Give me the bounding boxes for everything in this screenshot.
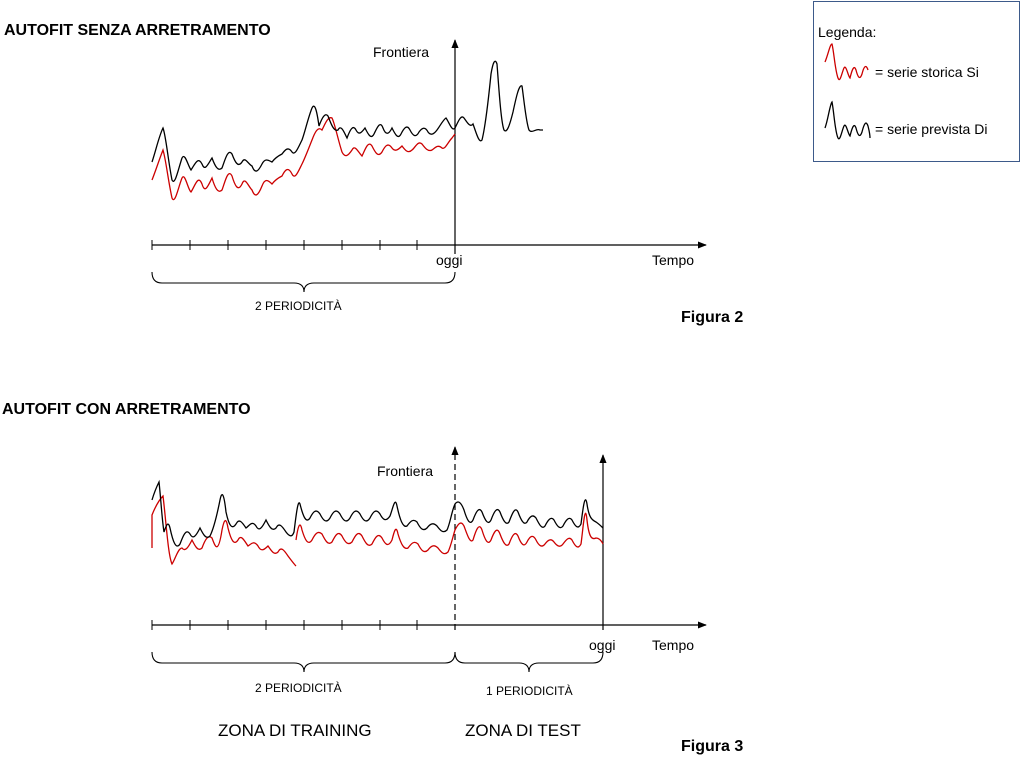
- figure2-graphic: [151, 39, 707, 293]
- figure2-today-label: oggi: [436, 252, 463, 268]
- legend-title: Legenda:: [818, 24, 877, 40]
- figure3-brace-training: [151, 651, 456, 673]
- legend-historical-sample: [824, 43, 869, 81]
- legend-forecast-label: = serie prevista Di: [875, 121, 988, 137]
- legend-samples: [824, 43, 871, 140]
- figure2-time-label: Tempo: [652, 252, 695, 268]
- zone-test-label: ZONA DI TEST: [465, 721, 581, 740]
- figure3-historical-series-training: [151, 494, 297, 567]
- legend-box: [813, 1, 1020, 162]
- legend-historical-label: = serie storica Si: [875, 64, 979, 80]
- figure3-forecast-series: [151, 479, 604, 547]
- figure2-ticks: [151, 240, 418, 250]
- figure2-heading: AUTOFIT SENZA ARRETRAMENTO: [4, 22, 271, 39]
- figure3-heading: AUTOFIT CON ARRETRAMENTO: [2, 401, 251, 418]
- figure3-brace-test-label: 1 PERIODICITÀ: [486, 684, 573, 698]
- figure3-graphic: [151, 446, 707, 673]
- legend-forecast-sample: [824, 100, 871, 140]
- figure2-caption: Figura 2: [681, 309, 744, 326]
- figure2-historical-series: [151, 117, 456, 201]
- figure3-historical-series-main: [295, 512, 604, 555]
- figure2-boundary-label: Frontiera: [373, 44, 430, 60]
- figure3-ticks: [151, 620, 418, 630]
- figure3-boundary-label: Frontiera: [377, 463, 434, 479]
- figure3-time-label: Tempo: [652, 637, 695, 653]
- figure2-brace-label: 2 PERIODICITÀ: [255, 299, 342, 313]
- figure3-brace-test: [454, 651, 604, 673]
- zone-training-label: ZONA DI TRAINING: [218, 721, 372, 740]
- figure3-brace-training-label: 2 PERIODICITÀ: [255, 681, 342, 695]
- figure3-today-label: oggi: [589, 637, 616, 653]
- figure2-forecast-series: [151, 60, 543, 182]
- figure3-caption: Figura 3: [681, 738, 744, 755]
- figure2-brace: [151, 271, 456, 293]
